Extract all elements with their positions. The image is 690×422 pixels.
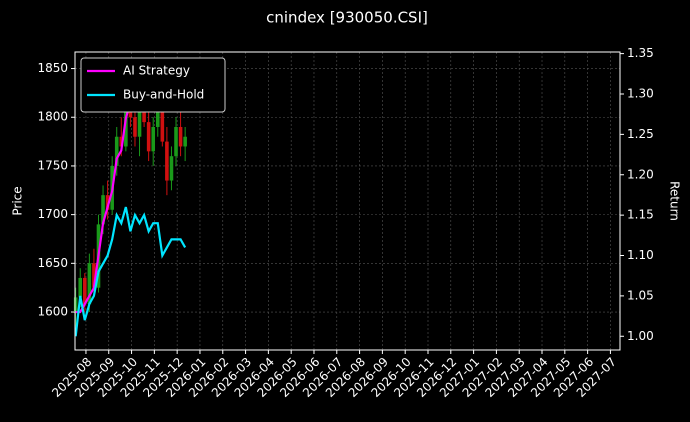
y-tick-label: 1800 (37, 110, 68, 124)
y-tick-label: 1700 (37, 207, 68, 221)
candle-body (124, 107, 128, 147)
candle-body (83, 277, 87, 305)
candle-body (151, 126, 156, 152)
y2-tick-label: 1.35 (627, 46, 654, 60)
y2-tick-label: 1.20 (627, 167, 654, 181)
y-tick-label: 1600 (37, 305, 68, 319)
candle-body (101, 195, 105, 225)
y2-tick-label: 1.00 (627, 329, 654, 343)
candle-body (133, 117, 137, 137)
candle-body (73, 297, 78, 313)
candle-body (155, 102, 160, 127)
candle-body (92, 263, 96, 288)
candle-body (165, 141, 169, 181)
chart-title: cnindex [930050.CSI] (266, 9, 428, 27)
candle-body (78, 277, 83, 298)
y2-tick-label: 1.30 (627, 86, 654, 100)
candle-body (87, 263, 92, 305)
y-axis-label: Price (11, 186, 25, 215)
legend-label: AI Strategy (123, 64, 190, 78)
candle-body (137, 112, 142, 137)
candle-body (178, 126, 183, 147)
y-tick-label: 1850 (37, 61, 68, 75)
plot-frame (74, 51, 621, 351)
y2-tick-label: 1.10 (627, 248, 654, 262)
candle-body (183, 136, 187, 147)
candle-body (114, 136, 119, 166)
candle-body (105, 195, 110, 210)
y2-tick-label: 1.15 (627, 208, 654, 222)
y-tick-label: 1650 (37, 256, 68, 270)
y2-axis-label: Return (668, 181, 682, 221)
candle-body (142, 112, 146, 123)
candle-body (146, 122, 151, 152)
candle-body (160, 102, 165, 142)
y2-tick-label: 1.25 (627, 127, 654, 141)
y-tick-label: 1750 (37, 158, 68, 172)
legend-box (80, 57, 226, 113)
candle-body (169, 156, 174, 181)
legend-label: Buy-and-Hold (123, 88, 204, 102)
candle-body (174, 126, 178, 157)
candle-body (119, 136, 124, 147)
y2-tick-label: 1.05 (627, 288, 654, 302)
series-line (74, 206, 187, 337)
